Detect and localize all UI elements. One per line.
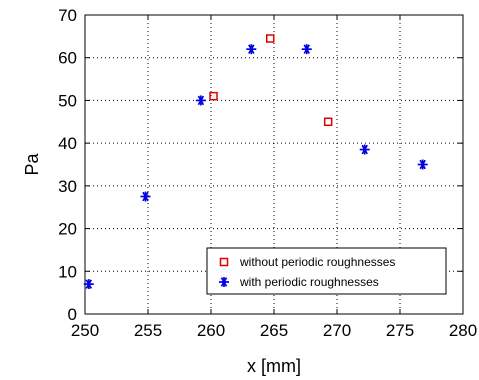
y-axis-title: Pa <box>22 153 42 176</box>
x-tick-label: 255 <box>134 321 162 340</box>
data-points <box>83 34 428 290</box>
data-point <box>323 117 333 127</box>
axis-ticks <box>84 14 464 315</box>
y-tick-label: 70 <box>58 6 77 25</box>
legend-marker-with-periodic-roughnesses <box>219 277 229 287</box>
data-point <box>140 191 151 202</box>
data-point <box>83 279 94 290</box>
data-point <box>301 44 312 55</box>
legend-box <box>206 247 447 295</box>
y-tick-label: 30 <box>58 177 77 196</box>
legend-marker-without-periodic-roughnesses <box>219 257 229 267</box>
series-0 <box>209 34 333 127</box>
y-tick-label: 20 <box>58 220 77 239</box>
x-tick-label: 270 <box>323 321 351 340</box>
legend-label-with-periodic-roughnesses: with periodic roughnesses <box>239 275 379 289</box>
x-tick-labels: 250 255 260 265 270 275 280 <box>71 321 477 340</box>
data-point <box>209 91 218 101</box>
x-tick-label: 280 <box>449 321 477 340</box>
data-point <box>265 34 275 43</box>
x-tick-label: 265 <box>260 321 288 340</box>
x-tick-label: 250 <box>71 321 99 340</box>
y-tick-labels: 0 10 20 30 40 50 60 70 <box>58 6 77 324</box>
y-tick-label: 40 <box>58 134 77 153</box>
data-point <box>417 159 428 170</box>
data-point <box>246 44 257 55</box>
y-tick-label: 60 <box>58 49 77 68</box>
x-tick-label: 260 <box>197 321 225 340</box>
data-point <box>195 95 206 106</box>
legend-marker <box>219 257 229 267</box>
y-tick-label: 0 <box>68 305 77 324</box>
y-tick-label: 50 <box>58 91 77 110</box>
x-axis-title: x [mm] <box>247 356 301 376</box>
legend-marker <box>219 277 229 287</box>
legend-label-without-periodic-roughnesses: without periodic roughnesses <box>239 255 395 269</box>
series-1 <box>83 44 428 290</box>
legend: without periodic roughnesses with period… <box>206 247 447 295</box>
data-point <box>359 144 370 155</box>
x-tick-label: 275 <box>386 321 414 340</box>
y-tick-label: 10 <box>58 262 77 281</box>
